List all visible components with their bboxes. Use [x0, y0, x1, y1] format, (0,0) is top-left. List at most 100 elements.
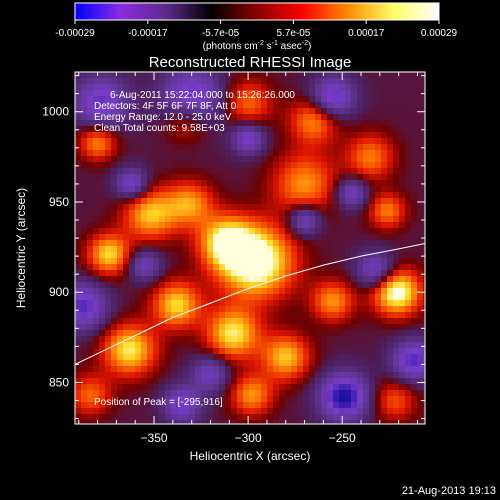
heatmap-cell [75, 78, 82, 85]
heatmap-cell [153, 294, 160, 301]
heatmap-cell [135, 222, 142, 229]
heatmap-cell [171, 120, 178, 127]
heatmap-cell [75, 192, 82, 199]
heatmap-cell [171, 96, 178, 103]
heatmap-cell [423, 120, 425, 127]
heatmap-cell [147, 246, 154, 253]
heatmap-cell [219, 126, 226, 133]
heatmap-cell [243, 162, 250, 169]
heatmap-cell [201, 324, 208, 331]
heatmap-cell [135, 402, 142, 409]
heatmap-cell [111, 282, 118, 289]
heatmap-cell [267, 204, 274, 211]
heatmap-cell [405, 120, 412, 127]
heatmap-cell [249, 180, 256, 187]
heatmap-cell [375, 348, 382, 355]
heatmap-cell [159, 288, 166, 295]
heatmap-cell [177, 114, 184, 121]
heatmap-cell [207, 90, 214, 97]
heatmap-cell [81, 390, 88, 397]
heatmap-cell [381, 276, 388, 283]
heatmap-cell [261, 294, 268, 301]
heatmap-cell [171, 378, 178, 385]
heatmap-cell [207, 84, 214, 91]
heatmap-cell [249, 228, 256, 235]
heatmap-cell [123, 378, 130, 385]
heatmap-cell [93, 306, 100, 313]
heatmap-cell [87, 342, 94, 349]
heatmap-cell [315, 216, 322, 223]
heatmap-cell [165, 192, 172, 199]
heatmap-cell [195, 192, 202, 199]
heatmap-cell [105, 360, 112, 367]
heatmap-cell [147, 114, 154, 121]
heatmap-cell [99, 378, 106, 385]
heatmap-cell [327, 204, 334, 211]
heatmap-cell [369, 306, 376, 313]
heatmap-cell [255, 156, 262, 163]
heatmap-cell [411, 222, 418, 229]
heatmap-cell [351, 216, 358, 223]
heatmap-cell [231, 156, 238, 163]
heatmap-cell [327, 366, 334, 373]
heatmap-cell [81, 114, 88, 121]
heatmap-cell [315, 276, 322, 283]
heatmap-cell [159, 90, 166, 97]
heatmap-cell [153, 162, 160, 169]
heatmap-cell [327, 378, 334, 385]
heatmap-cell [411, 198, 418, 205]
heatmap-cell [345, 318, 352, 325]
heatmap-cell [267, 210, 274, 217]
heatmap-cell [171, 198, 178, 205]
heatmap-cell [219, 138, 226, 145]
heatmap-cell [105, 264, 112, 271]
heatmap-cell [399, 264, 406, 271]
heatmap-cell [363, 180, 370, 187]
heatmap-cell [231, 168, 238, 175]
heatmap-cell [291, 372, 298, 379]
heatmap-cell [129, 402, 136, 409]
heatmap-cell [417, 390, 424, 397]
heatmap-cell [273, 102, 280, 109]
heatmap-cell [357, 390, 364, 397]
heatmap-cell [189, 360, 196, 367]
heatmap-cell [285, 360, 292, 367]
heatmap-cell [201, 390, 208, 397]
heatmap-cell [81, 132, 88, 139]
heatmap-cell [99, 138, 106, 145]
heatmap-cell [387, 90, 394, 97]
heatmap-cell [117, 126, 124, 133]
heatmap-cell [273, 192, 280, 199]
heatmap-cell [273, 408, 280, 415]
heatmap-cell [117, 288, 124, 295]
heatmap-cell [195, 318, 202, 325]
heatmap-cell [153, 96, 160, 103]
heatmap-cell [315, 228, 322, 235]
heatmap-cell [237, 324, 244, 331]
heatmap-cell [303, 366, 310, 373]
heatmap-cell [147, 120, 154, 127]
heatmap-cell [75, 168, 82, 175]
heatmap-cell [393, 168, 400, 175]
heatmap-cell [153, 78, 160, 85]
heatmap-cell [105, 90, 112, 97]
heatmap-cell [129, 210, 136, 217]
heatmap-cell [105, 318, 112, 325]
heatmap-cell [189, 408, 196, 415]
heatmap-cell [363, 90, 370, 97]
heatmap-cell [363, 126, 370, 133]
heatmap-cell [411, 252, 418, 259]
heatmap-cell [87, 204, 94, 211]
heatmap-cell [327, 228, 334, 235]
heatmap-cell [93, 108, 100, 115]
heatmap-cell [195, 96, 202, 103]
heatmap-cell [75, 234, 82, 241]
heatmap-cell [87, 138, 94, 145]
heatmap-cell [273, 330, 280, 337]
heatmap-cell [159, 186, 166, 193]
heatmap-cell [405, 414, 412, 421]
heatmap-cell [213, 216, 220, 223]
heatmap-cell [279, 126, 286, 133]
heatmap-cell [99, 216, 106, 223]
heatmap-cell [405, 282, 412, 289]
